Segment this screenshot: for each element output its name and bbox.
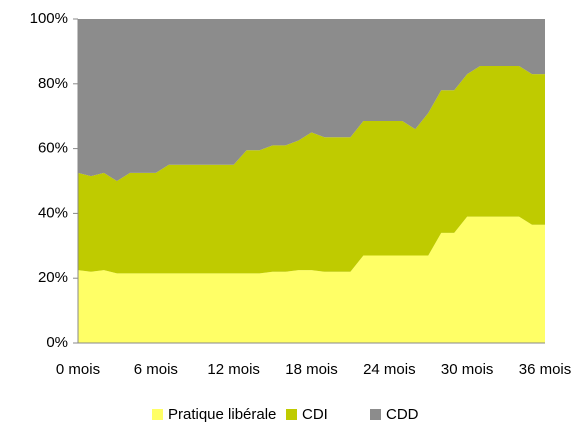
y-tick-label: 40% xyxy=(38,204,68,221)
y-tick-label: 0% xyxy=(46,334,68,351)
x-tick-label: 36 mois xyxy=(519,361,572,378)
y-tick-label: 20% xyxy=(38,269,68,286)
area xyxy=(78,216,545,343)
y-tick-label: 60% xyxy=(38,140,68,157)
x-tick-label: 12 mois xyxy=(207,361,260,378)
x-tick-label: 30 mois xyxy=(441,361,494,378)
x-tick-label: 6 mois xyxy=(134,361,178,378)
area xyxy=(78,19,545,181)
area xyxy=(78,65,545,274)
y-tick-label: 100% xyxy=(30,10,68,27)
legend-label: CDI xyxy=(302,406,328,423)
legend-label: CDD xyxy=(386,406,419,423)
x-tick-label: 18 mois xyxy=(285,361,338,378)
y-tick-label: 80% xyxy=(38,75,68,92)
legend-swatch xyxy=(370,409,381,420)
legend-label: Pratique libérale xyxy=(168,406,276,423)
legend-swatch xyxy=(286,409,297,420)
x-tick-label: 24 mois xyxy=(363,361,416,378)
legend-swatch xyxy=(152,409,163,420)
x-tick-label: 0 mois xyxy=(56,361,100,378)
